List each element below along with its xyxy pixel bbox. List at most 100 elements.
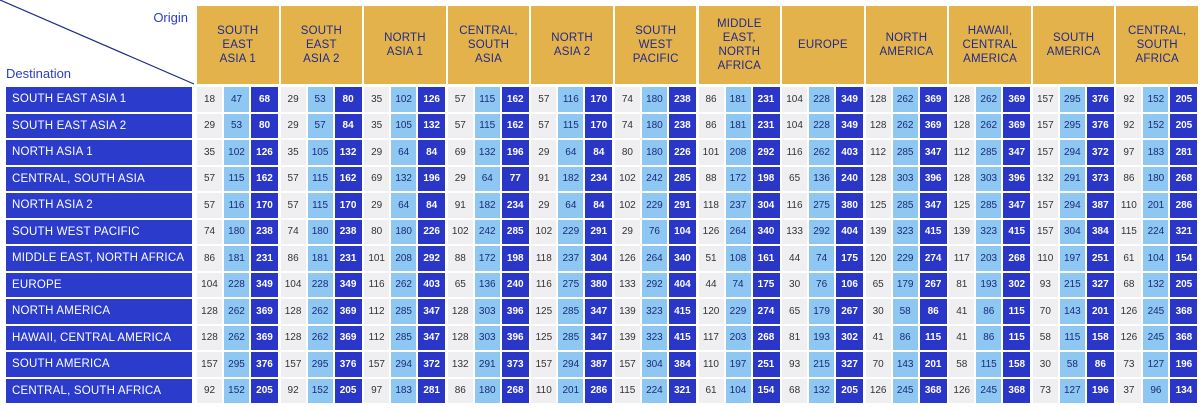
value-cell: 84 — [418, 193, 446, 218]
value-cell: 115 — [558, 113, 584, 138]
value-cell: 120 — [865, 246, 891, 271]
value-cell: 139 — [614, 325, 640, 350]
value-cell: 88 — [698, 166, 724, 191]
value-cell: 68 — [251, 87, 278, 112]
value-cell: 81 — [949, 272, 975, 297]
origin-header: NORTH AMERICA — [865, 6, 948, 84]
value-cell: 104 — [668, 219, 696, 244]
value-cell: 245 — [976, 378, 1002, 403]
value-cell: 70 — [1032, 299, 1058, 324]
value-cell: 281 — [1170, 140, 1198, 165]
value-cell: 125 — [531, 325, 557, 350]
value-cell: 415 — [668, 325, 696, 350]
value-cell: 294 — [1059, 193, 1085, 218]
value-cell: 182 — [474, 193, 500, 218]
value-cell: 108 — [725, 246, 751, 271]
value-cell: 193 — [809, 325, 835, 350]
origin-header-line: ASIA 1 — [219, 53, 256, 65]
origin-header-line: CENTRAL, — [459, 25, 518, 37]
value-cell: 154 — [752, 378, 780, 403]
destination-label: SOUTH EAST ASIA 1 — [6, 87, 192, 112]
value-cell: 110 — [1116, 193, 1142, 218]
value-cell: 115 — [1059, 325, 1085, 350]
value-cell: 30 — [782, 272, 808, 297]
origin-header-line: NORTH — [718, 46, 761, 58]
value-cell: 347 — [585, 299, 613, 324]
value-cell: 29 — [531, 193, 557, 218]
value-cell: 57 — [447, 87, 473, 112]
value-cell: 29 — [280, 87, 306, 112]
value-cell: 291 — [474, 352, 500, 377]
value-cell: 180 — [474, 378, 500, 403]
value-cell: 228 — [809, 113, 835, 138]
value-cell: 157 — [1032, 113, 1058, 138]
value-cell: 285 — [892, 140, 918, 165]
value-cell: 369 — [919, 113, 947, 138]
origin-header-line: ASIA 1 — [386, 46, 424, 58]
value-cell: 323 — [976, 219, 1002, 244]
value-cell: 128 — [949, 87, 975, 112]
value-cell: 133 — [614, 272, 640, 297]
value-cell: 158 — [1086, 325, 1114, 350]
value-cell: 262 — [976, 113, 1002, 138]
value-cell: 292 — [809, 219, 835, 244]
value-cell: 128 — [197, 325, 222, 350]
value-cell: 286 — [585, 378, 613, 403]
value-cell: 152 — [307, 378, 333, 403]
value-cell: 205 — [1170, 87, 1198, 112]
value-cell: 349 — [836, 87, 864, 112]
value-cell: 170 — [585, 87, 613, 112]
value-cell: 118 — [698, 193, 724, 218]
value-cell: 396 — [1003, 166, 1031, 191]
value-cell: 179 — [809, 299, 835, 324]
value-cell: 347 — [585, 325, 613, 350]
value-cell: 116 — [782, 193, 808, 218]
value-cell: 74 — [614, 113, 640, 138]
value-cell: 77 — [501, 166, 529, 191]
origin-header-line: WEST — [638, 39, 673, 51]
value-cell: 404 — [668, 272, 696, 297]
value-cell: 115 — [976, 352, 1002, 377]
origin-header: NORTH ASIA 1 — [364, 6, 446, 84]
value-cell: 74 — [280, 219, 306, 244]
value-cell: 157 — [197, 352, 222, 377]
origin-header: SOUTH AMERICA — [1032, 6, 1115, 84]
value-cell: 115 — [307, 193, 333, 218]
value-cell: 181 — [307, 246, 333, 271]
value-cell: 143 — [1059, 299, 1085, 324]
value-cell: 384 — [668, 352, 696, 377]
value-cell: 105 — [391, 113, 417, 138]
value-cell: 340 — [668, 246, 696, 271]
value-cell: 242 — [474, 219, 500, 244]
value-cell: 86 — [1086, 352, 1114, 377]
value-cell: 44 — [698, 272, 724, 297]
value-cell: 262 — [892, 113, 918, 138]
value-cell: 321 — [1170, 219, 1198, 244]
value-cell: 116 — [782, 140, 808, 165]
value-cell: 242 — [641, 166, 667, 191]
value-cell: 86 — [197, 246, 222, 271]
value-cell: 403 — [418, 272, 446, 297]
value-cell: 302 — [1003, 272, 1031, 297]
value-cell: 170 — [334, 193, 362, 218]
value-cell: 396 — [501, 299, 529, 324]
value-cell: 29 — [531, 140, 557, 165]
value-cell: 132 — [391, 166, 417, 191]
value-cell: 349 — [251, 272, 278, 297]
value-cell: 180 — [391, 219, 417, 244]
value-cell: 128 — [949, 166, 975, 191]
origin-header-line: SOUTH — [1052, 32, 1095, 44]
value-cell: 139 — [865, 219, 891, 244]
origin-header: MIDDLE EAST, NORTH AFRICA — [698, 6, 781, 84]
value-cell: 302 — [836, 325, 864, 350]
value-cell: 115 — [1116, 219, 1142, 244]
value-cell: 172 — [474, 246, 500, 271]
value-cell: 116 — [364, 272, 390, 297]
value-cell: 125 — [949, 193, 975, 218]
value-cell: 115 — [474, 87, 500, 112]
value-cell: 112 — [949, 140, 975, 165]
value-cell: 303 — [474, 325, 500, 350]
value-cell: 65 — [447, 272, 473, 297]
corner-divider — [0, 0, 195, 85]
value-cell: 251 — [752, 352, 780, 377]
